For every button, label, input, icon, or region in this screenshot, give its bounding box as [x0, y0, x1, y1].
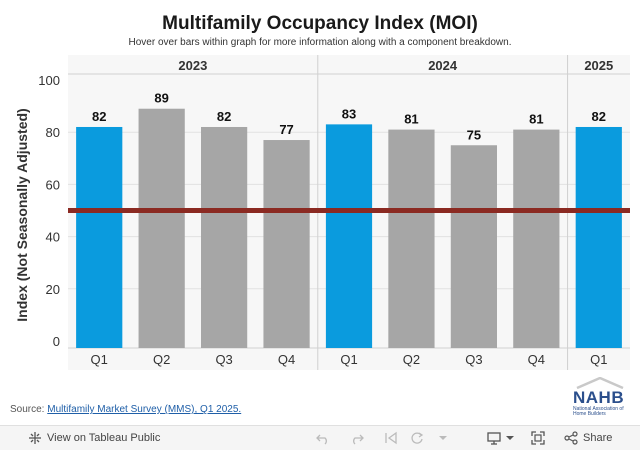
y-tick-label: 100 — [38, 73, 60, 88]
chart-subtitle: Hover over bars within graph for more in… — [128, 37, 512, 48]
x-tick-label: Q1 — [590, 352, 607, 367]
logo-tagline: National Association of Home Builders — [573, 406, 624, 417]
x-tick-label: Q2 — [153, 352, 170, 367]
bar — [263, 140, 310, 348]
data-label: 82 — [217, 109, 231, 124]
fullscreen-icon[interactable] — [531, 431, 545, 445]
source-prefix: Source: — [10, 404, 48, 415]
x-tick-label: Q2 — [403, 352, 420, 367]
x-tick-label: Q4 — [278, 352, 295, 367]
source-link[interactable]: Multifamily Market Survey (MMS), Q1 2025… — [47, 404, 242, 415]
data-label: 81 — [529, 112, 543, 127]
view-on-tableau-label: View on Tableau Public — [47, 432, 161, 444]
refresh-dropdown-icon[interactable] — [436, 431, 450, 445]
nahb-logo[interactable]: NAHB National Association of Home Builde… — [573, 377, 635, 421]
chart-title: Multifamily Occupancy Index (MOI) — [162, 13, 478, 34]
bar — [575, 126, 622, 348]
undo-icon[interactable] — [316, 431, 330, 445]
bar — [201, 126, 248, 348]
share-icon — [564, 431, 578, 445]
data-label: 77 — [279, 122, 293, 137]
redo-icon[interactable] — [350, 431, 364, 445]
bar — [138, 108, 185, 349]
data-label: 89 — [154, 91, 168, 106]
panel-year-label: 2024 — [428, 58, 458, 73]
share-label: Share — [583, 432, 613, 444]
y-tick-label: 80 — [46, 125, 60, 140]
tableau-icon — [29, 432, 41, 444]
data-label: 81 — [404, 112, 418, 127]
bar — [76, 126, 123, 348]
panel-year-label: 2025 — [584, 58, 613, 73]
refresh-icon[interactable] — [410, 431, 424, 445]
tableau-toolbar: View on Tableau Public Share — [0, 425, 640, 450]
bar — [450, 145, 497, 348]
chart-canvas[interactable]: 0 20 40 60 80 100 2023 82 Q1 89 Q2 82 Q3 77 Q4 2024 83 Q1… — [0, 0, 640, 425]
y-tick-label: 0 — [53, 334, 60, 349]
x-tick-label: Q1 — [91, 352, 108, 367]
x-tick-label: Q4 — [528, 352, 545, 367]
x-tick-label: Q1 — [340, 352, 357, 367]
bar — [388, 129, 435, 348]
y-tick-label: 20 — [46, 282, 60, 297]
data-label: 75 — [467, 127, 481, 142]
logo-name: NAHB — [573, 388, 625, 407]
data-label: 82 — [592, 109, 606, 124]
bar — [325, 124, 373, 349]
download-dropdown-icon[interactable] — [503, 431, 517, 445]
view-on-tableau-button[interactable]: View on Tableau Public — [28, 431, 160, 445]
y-axis-label: Index (Not Seasonally Adjusted) — [14, 108, 30, 322]
download-icon[interactable] — [487, 431, 501, 445]
x-tick-label: Q3 — [465, 352, 482, 367]
revert-icon[interactable] — [384, 431, 398, 445]
share-button[interactable]: Share — [564, 431, 612, 445]
data-label: 83 — [342, 106, 356, 121]
y-tick-label: 40 — [46, 230, 60, 245]
source-note: Source: Multifamily Market Survey (MMS),… — [10, 404, 241, 415]
logo-roof-icon — [576, 377, 624, 389]
bar — [513, 129, 560, 348]
data-label: 82 — [92, 109, 106, 124]
panel-year-label: 2023 — [178, 58, 207, 73]
y-tick-label: 60 — [46, 177, 60, 192]
x-tick-label: Q3 — [215, 352, 232, 367]
